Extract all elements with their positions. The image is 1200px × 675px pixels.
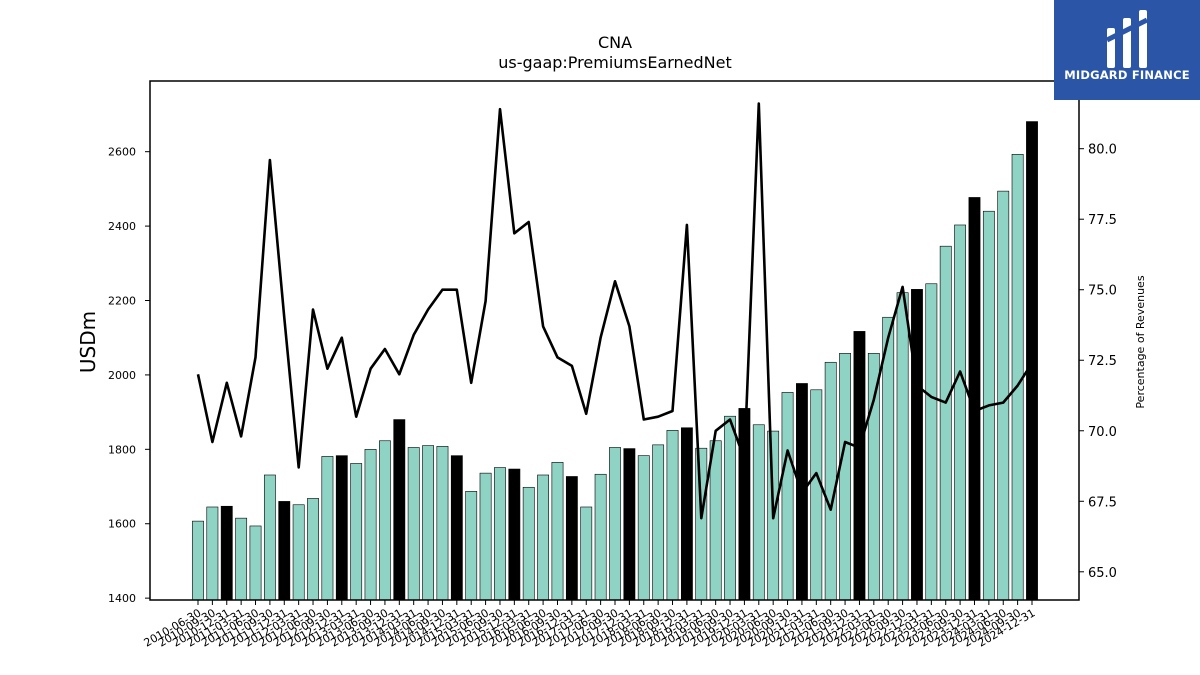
line-layer [196, 102, 1034, 520]
bar-2016-06-30 [537, 474, 550, 601]
bar-2014-03-31 [407, 447, 420, 601]
bar-2014-12-31 [450, 455, 463, 601]
bar-2016-09-30 [551, 462, 564, 601]
bar-2015-06-30 [479, 472, 492, 601]
bar-2017-03-31 [580, 506, 593, 601]
bar-2017-12-31 [623, 448, 636, 601]
bar-2010-06-30 [192, 520, 204, 601]
bar-2020-09-30 [781, 392, 794, 601]
bar-2018-03-31 [637, 455, 650, 601]
bar-2022-03-31 [867, 353, 880, 601]
y-axis-label-right: Percentage of Revenues [1134, 275, 1147, 408]
bar-2018-09-30 [666, 430, 679, 601]
bar-2011-06-30 [249, 525, 262, 601]
bar-2021-12-31 [853, 331, 866, 601]
bar-2022-12-31 [911, 289, 923, 601]
bar-2010-09-30 [206, 506, 219, 601]
y-axis-left: 1400 1600 1800 2000 2200 2400 2600 [108, 146, 150, 605]
x-axis: 2010-06-302010-09-302010-12-312011-03-31… [142, 600, 1038, 650]
y-axis-right: 65.0 67.5 70.0 72.5 75.0 77.5 80.0 [1079, 143, 1117, 581]
bar-2021-09-30 [839, 353, 851, 601]
bar-2018-12-31 [680, 427, 693, 601]
bars-layer [192, 121, 1038, 601]
bar-2016-12-31 [565, 476, 578, 601]
logo-mark-icon [1105, 10, 1149, 68]
bar-2023-09-30 [954, 224, 967, 601]
bar-2021-06-30 [824, 361, 837, 601]
line-percentage-of-revenues [196, 102, 1034, 520]
y-axis-label-left: USDm [76, 311, 100, 373]
bar-2012-03-31 [292, 504, 305, 601]
bar-2016-03-31 [522, 486, 535, 601]
ytick-left-label: 1600 [108, 518, 136, 531]
ytick-left-label: 2200 [108, 295, 136, 308]
bar-2011-12-31 [278, 501, 291, 601]
ytick-right-label: 77.5 [1088, 213, 1117, 228]
bar-2017-06-30 [594, 473, 607, 601]
bar-2019-06-30 [709, 440, 722, 601]
bar-2019-03-31 [695, 447, 708, 601]
bar-2023-06-30 [939, 245, 952, 601]
bar-2013-03-31 [350, 463, 363, 601]
brand-logo: MIDGARD FINANCE [1054, 0, 1200, 100]
bar-2017-09-30 [609, 447, 621, 601]
bar-2011-03-31 [235, 517, 248, 601]
chart-title: CNA [598, 33, 632, 52]
bar-2020-03-31 [752, 424, 765, 601]
bar-2018-06-30 [652, 444, 665, 601]
ytick-right-label: 70.0 [1088, 425, 1117, 440]
bar-2012-12-31 [335, 455, 348, 601]
chart-subtitle: us-gaap:PremiumsEarnedNet [498, 53, 732, 72]
bar-2013-12-31 [393, 419, 406, 601]
bar-2024-06-30 [997, 190, 1010, 601]
ytick-left-label: 2400 [108, 220, 136, 233]
bar-2023-03-31 [925, 283, 938, 601]
ytick-left-label: 2000 [108, 369, 136, 382]
ytick-right-label: 67.5 [1088, 495, 1117, 510]
bar-2015-03-31 [465, 491, 478, 601]
bar-2013-06-30 [364, 449, 377, 601]
bar-2019-09-30 [724, 415, 736, 601]
bar-2015-12-31 [508, 468, 521, 601]
bar-2015-09-30 [494, 467, 506, 601]
logo-text: MIDGARD FINANCE [1064, 68, 1190, 82]
ytick-left-label: 1800 [108, 443, 136, 456]
bar-2021-03-31 [810, 389, 823, 601]
bar-2011-09-30 [263, 474, 276, 601]
bar-2012-09-30 [321, 456, 334, 601]
ytick-right-label: 75.0 [1088, 284, 1117, 299]
bar-2022-09-30 [896, 292, 909, 601]
bar-2014-06-30 [422, 445, 434, 601]
bar-2010-12-31 [220, 505, 233, 601]
ytick-right-label: 80.0 [1088, 143, 1117, 158]
ytick-left-label: 1400 [108, 592, 136, 605]
bar-2014-09-30 [436, 446, 449, 601]
ytick-right-label: 65.0 [1088, 566, 1117, 581]
bar-2013-09-30 [379, 440, 391, 601]
ytick-left-label: 2600 [108, 146, 136, 159]
bar-2012-06-30 [307, 498, 319, 601]
ytick-right-label: 72.5 [1088, 354, 1117, 369]
bar-2024-12-31 [1026, 121, 1038, 601]
